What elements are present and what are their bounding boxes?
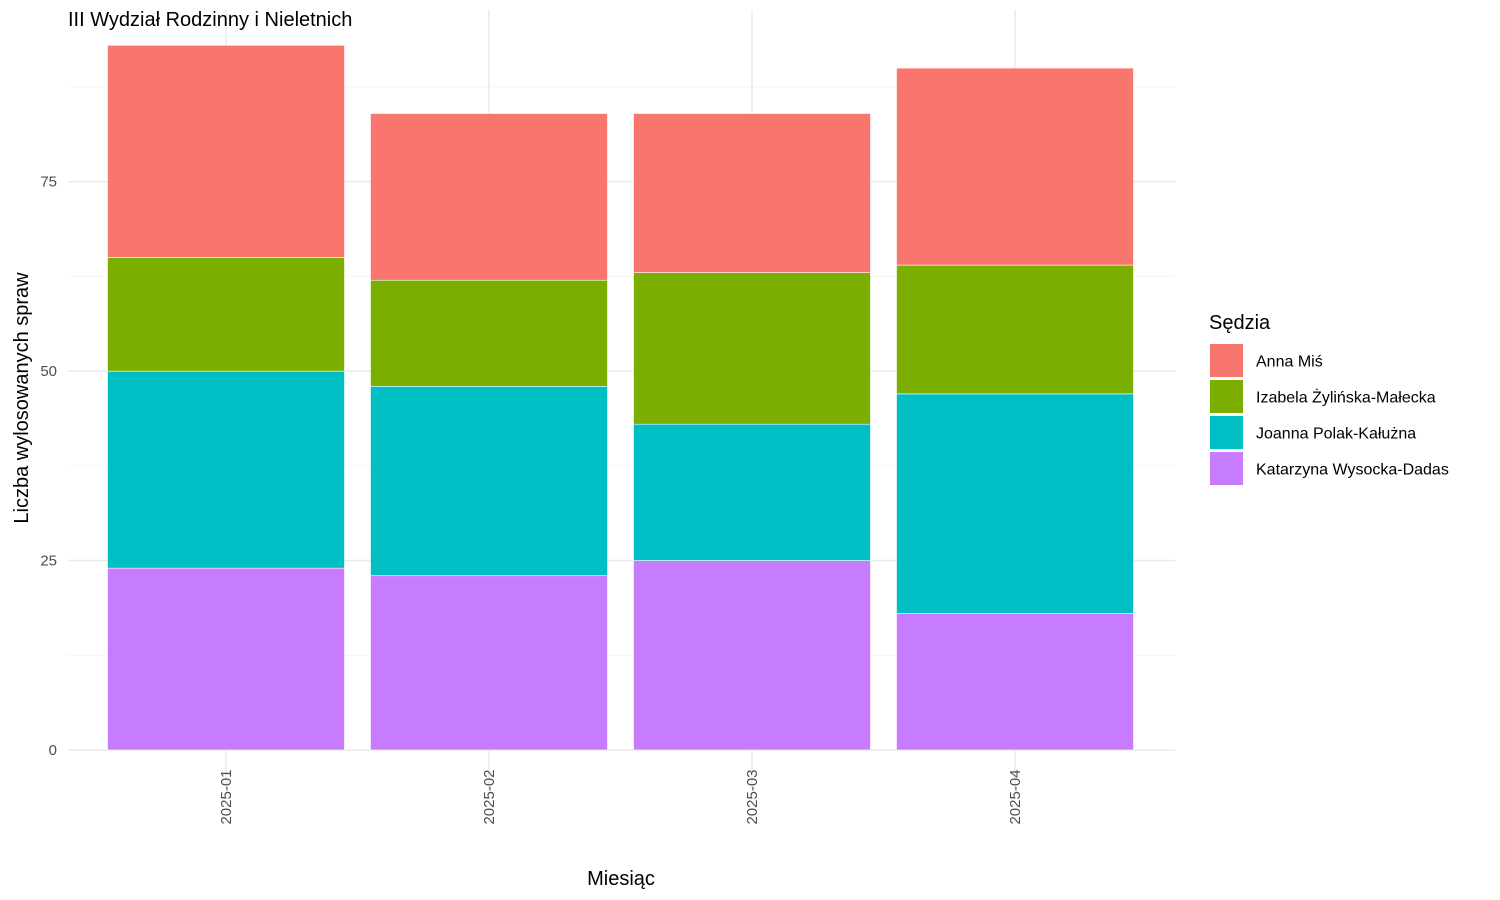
legend-label: Katarzyna Wysocka-Dadas [1256,462,1449,479]
bar-segment [633,113,871,273]
y-tick-label: 50 [40,363,57,380]
x-tick-label: 2025-01 [218,769,235,824]
bar-segment [896,264,1134,395]
bar-segment [370,386,608,577]
legend-label: Joanna Polak-Kałużna [1256,426,1416,443]
x-tick-label: 2025-04 [1007,769,1024,824]
legend-key [1210,452,1243,485]
legend-label: Anna Miś [1256,354,1323,371]
legend-key [1210,380,1243,413]
axes-layer: 0 25 50 75 2025-01 2025-02 2025-03 2025-04 [40,174,1024,825]
x-axis-title: Miesiąc [587,868,655,890]
y-tick-label: 75 [40,174,57,191]
legend-key [1210,416,1243,449]
bar-segment [896,613,1134,751]
bar-segment [107,567,345,751]
bar-segment [896,67,1134,266]
bar-segment [633,423,871,561]
y-tick-label: 25 [40,553,57,570]
x-tick-label: 2025-02 [481,769,498,824]
bar-segment [107,370,345,569]
y-tick-label: 0 [49,742,57,759]
chart-title: III Wydział Rodzinny i Nieletnich [68,9,352,31]
bar-segment [107,45,345,258]
bar-segment [107,257,345,372]
legend-title: Sędzia [1209,312,1271,334]
bar-segment [370,575,608,751]
x-tick-label: 2025-03 [744,769,761,824]
bar-segment [370,279,608,387]
bar-segment [370,113,608,281]
legend: Sędzia Anna Miś Izabela Żylińska-Małecka J… [1209,312,1449,485]
bars-layer [107,45,1134,751]
bar-segment [633,272,871,425]
bar-segment [633,560,871,751]
y-axis-title: Liczba wylosowanych spraw [11,272,33,524]
legend-key [1210,344,1243,377]
legend-label: Izabela Żylińska-Małecka [1256,388,1436,407]
bar-segment [896,393,1134,614]
